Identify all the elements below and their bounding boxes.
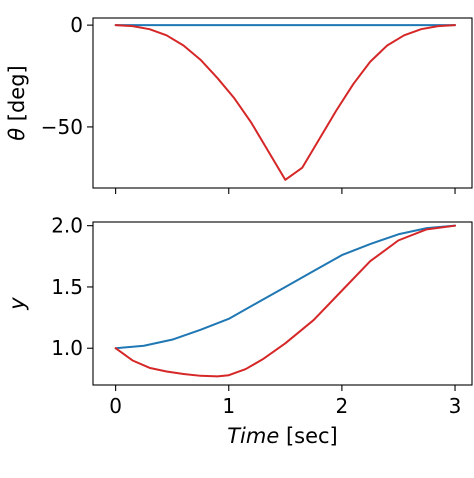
x-axis-unit: [sec] [286,424,338,448]
x-tick-label: 3 [449,394,462,418]
y-tick-label: 1.0 [51,336,83,360]
series-line-0 [114,224,457,350]
series-line-1 [114,224,457,378]
axes-frame [92,221,473,386]
x-tick-label: 0 [109,394,122,418]
y-tick-label: −50 [41,115,83,139]
y-axis-unit: [deg] [5,65,29,121]
theta-panel: 0 −50 θ [deg] [5,13,473,194]
axes-frame [92,17,473,189]
y-tick-label: 0 [70,13,83,37]
series-line-1 [114,24,457,181]
y-tick-label: 2.0 [51,214,83,238]
x-tick-label: 2 [336,394,349,418]
y-axis-symbol: θ [5,121,29,141]
y-axis-label: y [5,297,29,311]
x-tick-label: 1 [222,394,235,418]
y-axis-label: θ [deg] [5,65,29,141]
y-tick-label: 1.5 [51,275,83,299]
x-axis-label: Time [sec] [227,424,338,448]
x-axis-quantity: Time [227,424,286,448]
y-panel: 1.0 1.5 2.0 0 1 2 3 y Time [sec] [5,214,473,448]
